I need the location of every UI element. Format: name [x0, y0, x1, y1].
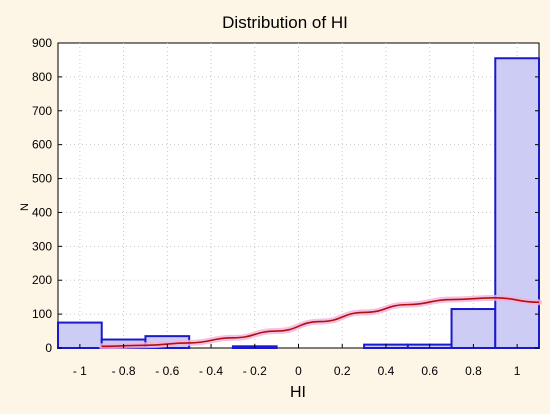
y-tick-label-6: 600	[32, 138, 52, 152]
fit-curve-line	[101, 297, 540, 348]
x-tick-label-0: - 1	[73, 364, 87, 378]
x-tick-label-10: 1	[514, 364, 521, 378]
fit-curve-layer	[98, 294, 542, 350]
y-tick-label-2: 200	[32, 273, 52, 287]
y-tick-label-8: 800	[32, 70, 52, 84]
x-tick-label-8: 0.6	[421, 364, 438, 378]
chart-title: Distribution of HI	[222, 13, 348, 32]
x-tick-label-7: 0.4	[378, 364, 395, 378]
y-tick-label-4: 400	[32, 205, 52, 219]
x-tick-label-5: 0	[295, 364, 302, 378]
y-tick-label-3: 300	[32, 239, 52, 253]
x-ticks-layer: - 1 - 0.8 - 0.6 - 0.4 - 0.2 0 0.2 0.4 0.6 0.8 1	[73, 344, 521, 378]
y-tick-label-0: 0	[45, 341, 52, 355]
x-tick-label-1: - 0.8	[112, 364, 136, 378]
histogram-bar-9	[450, 308, 497, 349]
x-tick-label-9: 0.8	[465, 364, 482, 378]
x-tick-label-6: 0.2	[334, 364, 351, 378]
x-axis-title: HI	[290, 384, 306, 401]
y-ticks-layer: 0 100 200 300 400 500 600 700 800 900	[32, 36, 539, 355]
y-tick-label-9: 900	[32, 36, 52, 50]
x-tick-label-2: - 0.6	[155, 364, 179, 378]
x-tick-label-3: - 0.4	[199, 364, 223, 378]
y-tick-label-5: 500	[32, 172, 52, 186]
y-tick-label-1: 100	[32, 307, 52, 321]
y-axis-title: N	[19, 203, 31, 211]
y-tick-label-7: 700	[32, 104, 52, 118]
x-tick-label-4: - 0.2	[243, 364, 267, 378]
